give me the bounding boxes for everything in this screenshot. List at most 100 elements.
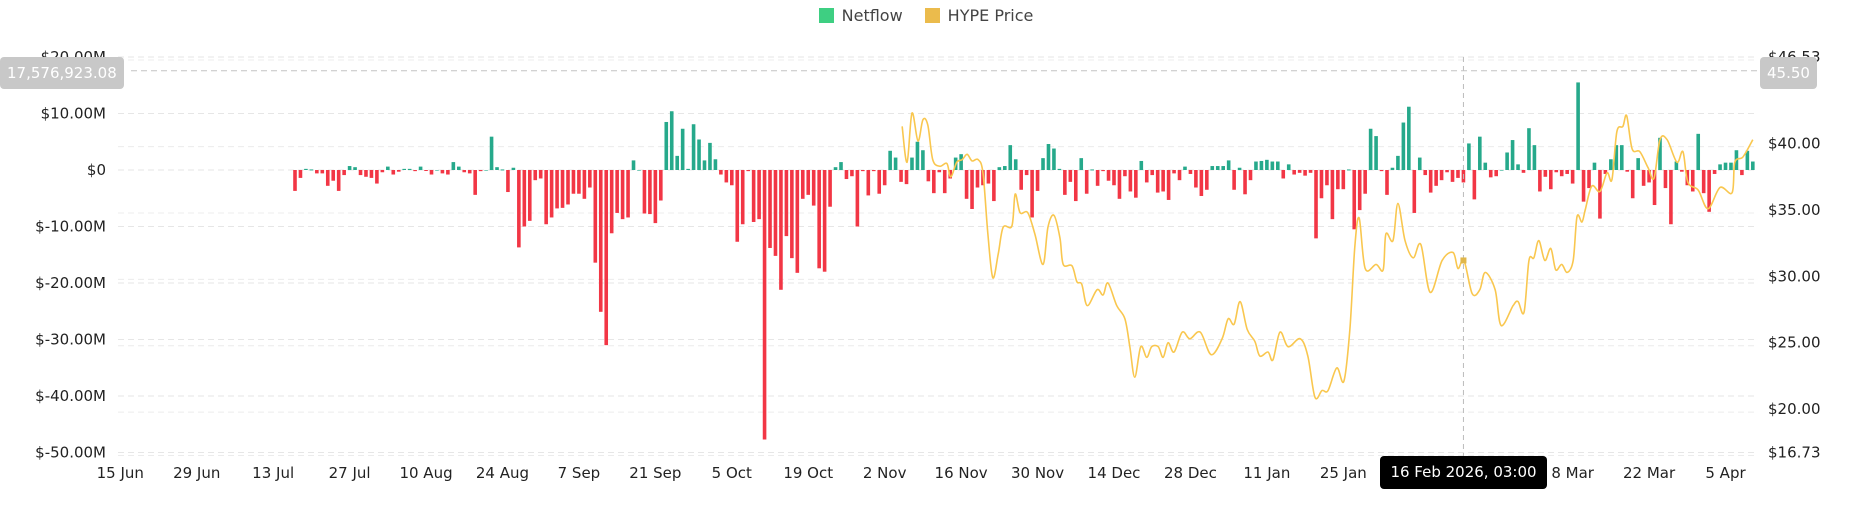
netflow-bar-negative [1134,170,1138,198]
netflow-bar-positive [484,170,488,171]
x-axis-tick-label: 10 Aug [399,464,452,482]
netflow-bar-negative [724,170,729,183]
right-axis-tick-label: $25.00 [1768,334,1821,352]
netflow-bar-negative [1434,170,1438,186]
netflow-bar-negative [331,170,336,181]
netflow-bar-negative [975,170,980,188]
netflow-bar-negative [1112,170,1116,186]
netflow-bar-positive [309,169,314,171]
netflow-bar-negative [1690,170,1695,192]
netflow-bar-negative [1439,170,1444,181]
netflow-bar-positive [1079,158,1084,170]
netflow-bar-negative [648,170,652,215]
netflow-bar-positive [1609,159,1613,170]
crosshair-right-value: 45.50 [1760,57,1817,89]
netflow-bar-positive [1226,160,1231,170]
netflow-bar-negative [817,170,821,269]
netflow-bar-negative [757,170,761,220]
netflow-bar-negative [942,170,947,194]
netflow-bar-positive [353,167,357,170]
legend-item-netflow[interactable]: Netflow [818,6,903,25]
netflow-bar-positive [1510,140,1515,170]
netflow-bar-negative [1450,170,1455,182]
netflow-bar-positive [708,142,712,170]
x-axis-tick-label: 29 Jun [173,464,220,482]
netflow-bar-negative [320,170,325,174]
netflow-bar-positive [833,167,838,170]
netflow-bar-positive [1532,145,1537,170]
netflow-bar-negative [1428,170,1433,193]
netflow-bar-negative [1166,170,1171,200]
netflow-bar-negative [1128,170,1133,192]
netflow-bar-negative [1630,170,1635,199]
netflow-bar-negative [293,170,297,191]
netflow-bar-negative [1194,170,1198,188]
netflow-bar-negative [762,170,767,440]
x-axis-tick-label: 13 Jul [252,464,294,482]
netflow-bar-negative [1106,170,1111,181]
netflow-bar-negative [1330,170,1335,220]
netflow-bar-negative [1117,170,1122,199]
netflow-bar-negative [1669,170,1673,225]
netflow-bar-negative [1385,170,1389,195]
netflow-bar-negative [850,170,854,177]
netflow-bar-negative [937,170,942,173]
right-axis-tick-label: $35.00 [1768,201,1821,219]
netflow-bar-positive [457,166,461,170]
netflow-bar-negative [342,170,346,176]
netflow-bar-positive [1576,82,1580,170]
netflow-bar-positive [1237,167,1242,170]
netflow-bar-positive [304,168,308,170]
netflow-bar-negative [555,170,559,209]
left-axis-tick-label: $10.00M [41,105,106,123]
legend: Netflow HYPE Price [0,6,1852,25]
netflow-bar-negative [1488,170,1493,178]
netflow-bar-negative [861,170,865,172]
netflow-bar-positive [1139,160,1144,170]
netflow-bar-negative [806,170,811,195]
x-axis-tick-label: 30 Nov [1011,464,1064,482]
netflow-bar-positive [1696,133,1701,170]
netflow-bar-negative [1641,170,1646,186]
netflow-bar-negative [964,170,969,199]
legend-item-hype-price[interactable]: HYPE Price [924,6,1033,25]
netflow-bar-positive [1751,161,1755,170]
x-axis-tick-label: 5 Oct [712,464,752,482]
netflow-bar-negative [1161,170,1165,192]
netflow-bar-positive [347,166,352,170]
netflow-bar-negative [1456,170,1460,178]
netflow-bar-positive [1745,150,1750,170]
netflow-bar-negative [1123,170,1127,177]
netflow-bar-negative [986,170,991,184]
netflow-bar-positive [1013,159,1018,170]
netflow-bar-negative [740,170,745,225]
netflow-bar-positive [1723,162,1728,170]
netflow-bar-negative [992,170,996,202]
netflow-bar-negative [1538,170,1542,192]
netflow-bar-negative [1581,170,1586,202]
netflow-bar-positive [1614,145,1619,170]
netflow-swatch [818,8,834,23]
netflow-bar-negative [1101,170,1105,172]
x-axis-tick-label: 25 Jan [1320,464,1367,482]
left-axis-tick-label: $-40.00M [35,387,106,405]
netflow-bar-negative [380,170,385,173]
netflow-bar-positive [1270,161,1275,170]
netflow-bar-negative [1019,170,1023,190]
netflow-bar-negative [1068,170,1073,182]
netflow-bar-negative [719,170,723,175]
netflow-bar-negative [926,170,931,182]
netflow-bar-negative [1663,170,1668,189]
netflow-bar-negative [970,170,974,209]
netflow-bar-negative [506,170,510,193]
netflow-bar-negative [549,170,554,218]
netflow-bar-positive [664,121,669,170]
netflow-bar-negative [1554,170,1559,173]
netflow-bar-negative [462,170,467,173]
netflow-bar-negative [588,170,592,188]
hype-price-swatch [924,8,940,23]
netflow-bar-positive [921,150,925,170]
left-axis-tick-label: $0 [87,161,106,179]
netflow-bar-negative [1144,170,1149,183]
